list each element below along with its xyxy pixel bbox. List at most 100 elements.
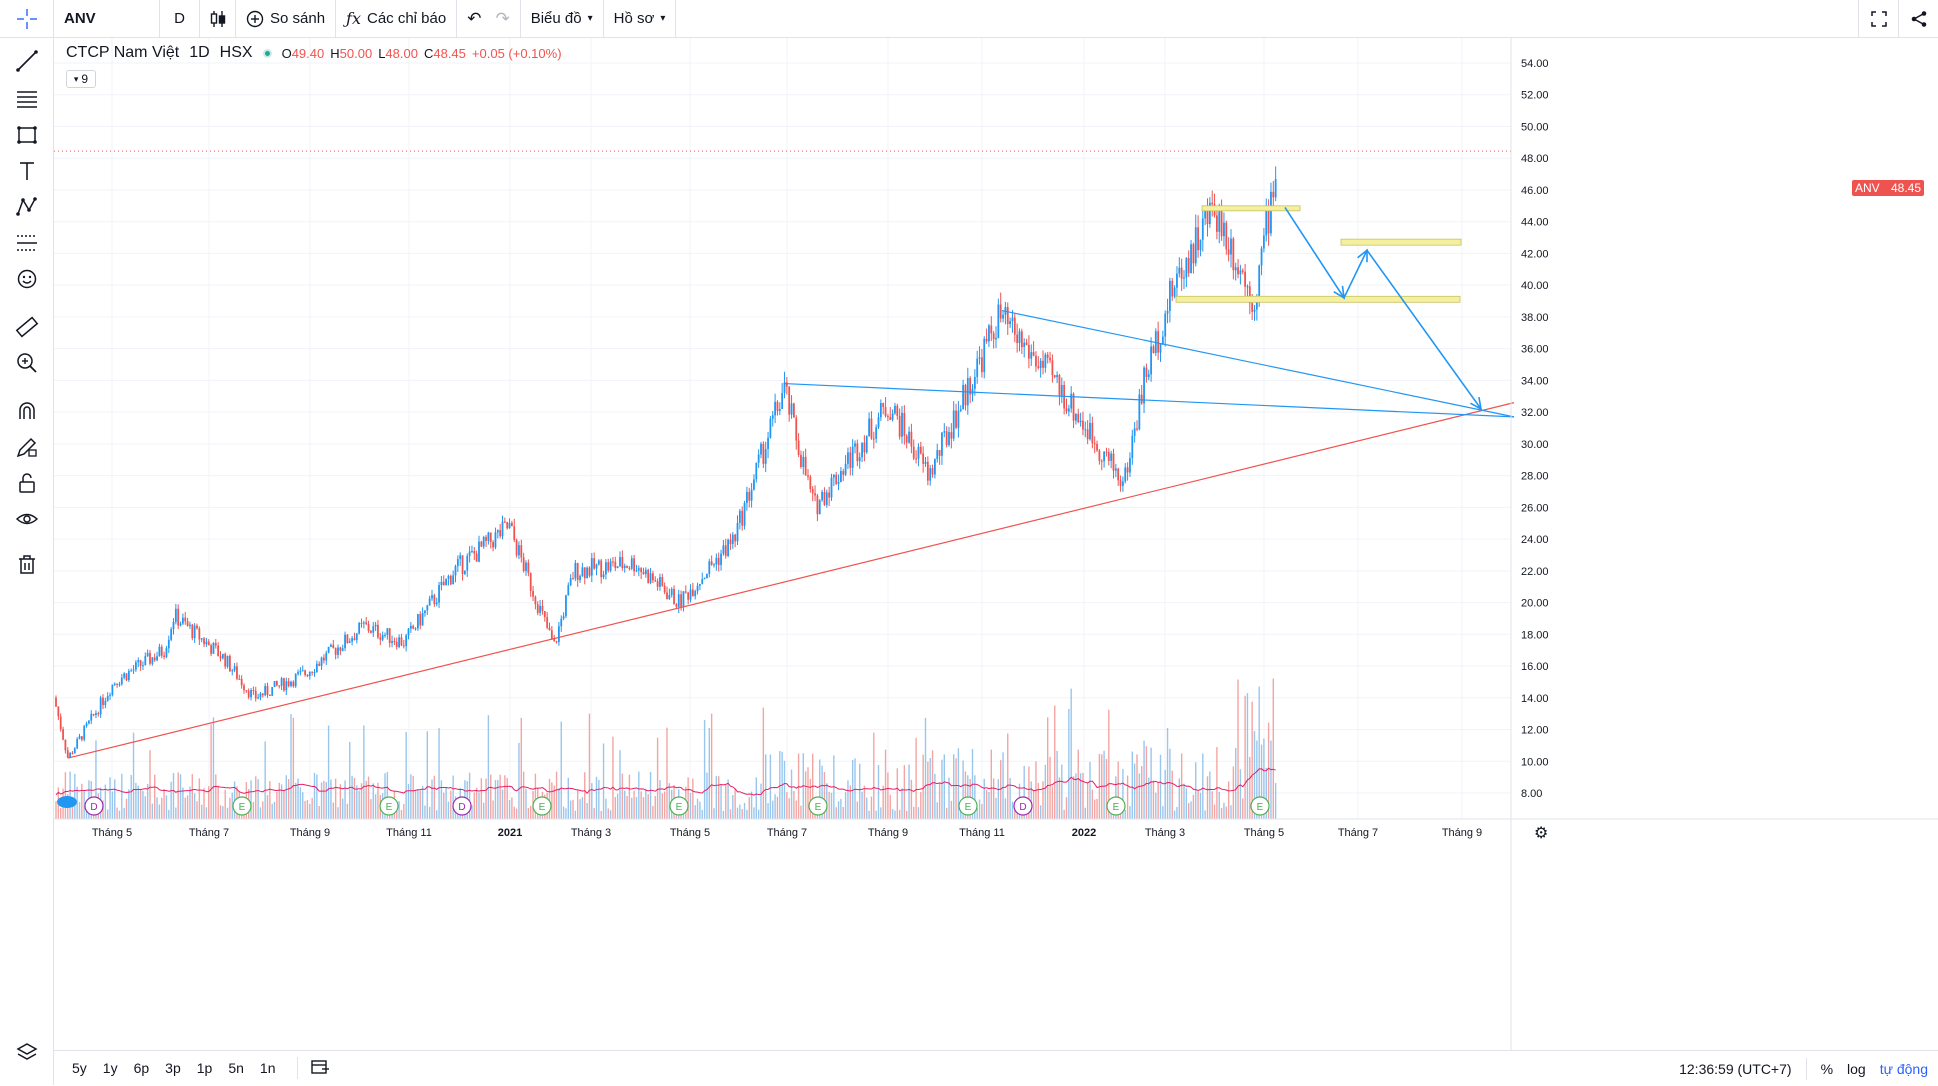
undo-icon[interactable]: ↶ [467, 8, 482, 28]
range-1p[interactable]: 1p [196, 1060, 213, 1076]
share-button[interactable] [1898, 0, 1938, 38]
compare-button[interactable]: So sánh [236, 0, 337, 38]
indicators-collapse-button[interactable]: ▾ 9 [66, 70, 96, 88]
candle-body [896, 405, 899, 416]
settings-gear-icon[interactable]: ⚙ [1534, 823, 1548, 842]
volume-bar [548, 778, 551, 819]
percent-toggle[interactable]: % [1820, 1060, 1834, 1077]
volume-bar [363, 725, 365, 819]
magnet-tool[interactable] [12, 396, 42, 426]
profile-menu[interactable]: Hồ sơ ▾ [604, 0, 677, 38]
delete-tool[interactable] [12, 550, 42, 580]
emoji-tool[interactable] [12, 264, 42, 294]
chart-menu[interactable]: Biểu đồ ▾ [521, 0, 604, 38]
volume-bar [370, 799, 372, 819]
symbol-search[interactable]: ANV [0, 0, 160, 38]
candle-body [659, 577, 661, 587]
price-tick-label: 12.00 [1521, 725, 1549, 737]
candle-body [71, 752, 74, 754]
range-1y[interactable]: 1y [102, 1060, 118, 1076]
redo-icon[interactable]: ↷ [495, 8, 510, 28]
ruler-tool[interactable] [12, 312, 42, 342]
object-tree-tool[interactable] [12, 1038, 42, 1068]
candle-body [313, 672, 316, 674]
fib-tool[interactable] [12, 84, 42, 114]
volume-bar [480, 778, 483, 819]
volume-bar [555, 771, 558, 819]
price-tick-label: 46.00 [1521, 185, 1549, 197]
range-5n[interactable]: 5n [228, 1060, 244, 1076]
volume-bar [473, 792, 475, 819]
candle-body [1258, 265, 1261, 297]
candle-body [76, 738, 79, 749]
volume-bar [978, 799, 981, 819]
volume-bar [95, 740, 97, 819]
candle-body [191, 624, 194, 639]
volume-bar [804, 771, 807, 819]
candle-body [903, 412, 906, 436]
candle-body [447, 575, 450, 579]
volume-bar [631, 797, 633, 819]
candle-body [167, 639, 170, 649]
chart-type-button[interactable] [200, 0, 236, 38]
candle-body [459, 555, 462, 560]
pattern-tool[interactable] [12, 192, 42, 222]
price-chart[interactable]: 54.00 52.00 50.00 48.00 46.00 44.00 42.00 40.00… [54, 38, 1938, 1050]
candle-body [832, 474, 835, 478]
candle-body [706, 573, 708, 579]
candle-body [652, 573, 654, 581]
candle-body [1157, 331, 1160, 353]
clock-timezone[interactable]: 12:36:59 (UTC+7) [1679, 1060, 1792, 1077]
volume-bar [689, 792, 692, 819]
lock-drawing-tool[interactable] [12, 432, 42, 462]
bottom-toolbar: 5y 1y 6p 3p 1p 5n 1n 12:36:59 (UTC+7) % log tự… [54, 1050, 1938, 1085]
interval-button[interactable]: D [160, 0, 200, 38]
candle-body [922, 453, 925, 464]
symbol-name[interactable]: CTCP Nam Việt [66, 44, 180, 61]
volume-bar [527, 807, 530, 819]
candle-body [905, 435, 908, 443]
crosshair-tool[interactable] [0, 0, 54, 38]
fullscreen-button[interactable] [1858, 0, 1898, 38]
candle-body [405, 635, 408, 646]
range-5y[interactable]: 5y [72, 1060, 87, 1076]
volume-bar [203, 788, 205, 819]
volume-bar [962, 760, 964, 819]
candle-body [224, 653, 227, 667]
volume-bar [901, 788, 903, 819]
price-tick-label: 48.00 [1521, 153, 1549, 165]
volume-bar [1047, 717, 1049, 819]
volume-bar [1173, 810, 1176, 819]
candle-body [182, 617, 184, 624]
candle-body [1020, 331, 1023, 348]
candle-body [240, 678, 243, 686]
log-toggle[interactable]: log [1847, 1060, 1866, 1077]
hide-tool[interactable] [12, 504, 42, 534]
volume-bar [255, 776, 257, 819]
trendline-tool[interactable] [12, 46, 42, 76]
range-6p[interactable]: 6p [133, 1060, 150, 1076]
lock-all-tool[interactable] [12, 468, 42, 498]
time-tick-label: Tháng 7 [189, 827, 229, 839]
goto-date-button[interactable] [310, 1058, 330, 1079]
candle-body [468, 551, 471, 556]
volume-bar [851, 760, 854, 819]
candle-body [1183, 277, 1185, 279]
indicators-button[interactable]: ƒx Các chỉ báo [336, 0, 458, 38]
rectangle-tool[interactable] [12, 120, 42, 150]
volume-bar [1274, 782, 1277, 819]
zoom-tool[interactable] [12, 348, 42, 378]
volume-bar [870, 796, 873, 819]
range-3p[interactable]: 3p [165, 1060, 181, 1076]
candle-body [875, 427, 878, 439]
chart-menu-label: Biểu đồ [530, 10, 582, 27]
text-tool[interactable] [12, 156, 42, 186]
auto-scale-toggle[interactable]: tự động [1879, 1060, 1928, 1077]
candle-body [374, 624, 377, 627]
range-1n[interactable]: 1n [259, 1060, 276, 1076]
volume-bar [762, 707, 765, 819]
projection-tool[interactable] [12, 228, 42, 258]
candle-body [1082, 420, 1084, 430]
candle-body [153, 657, 156, 661]
candle-body [1201, 218, 1204, 240]
